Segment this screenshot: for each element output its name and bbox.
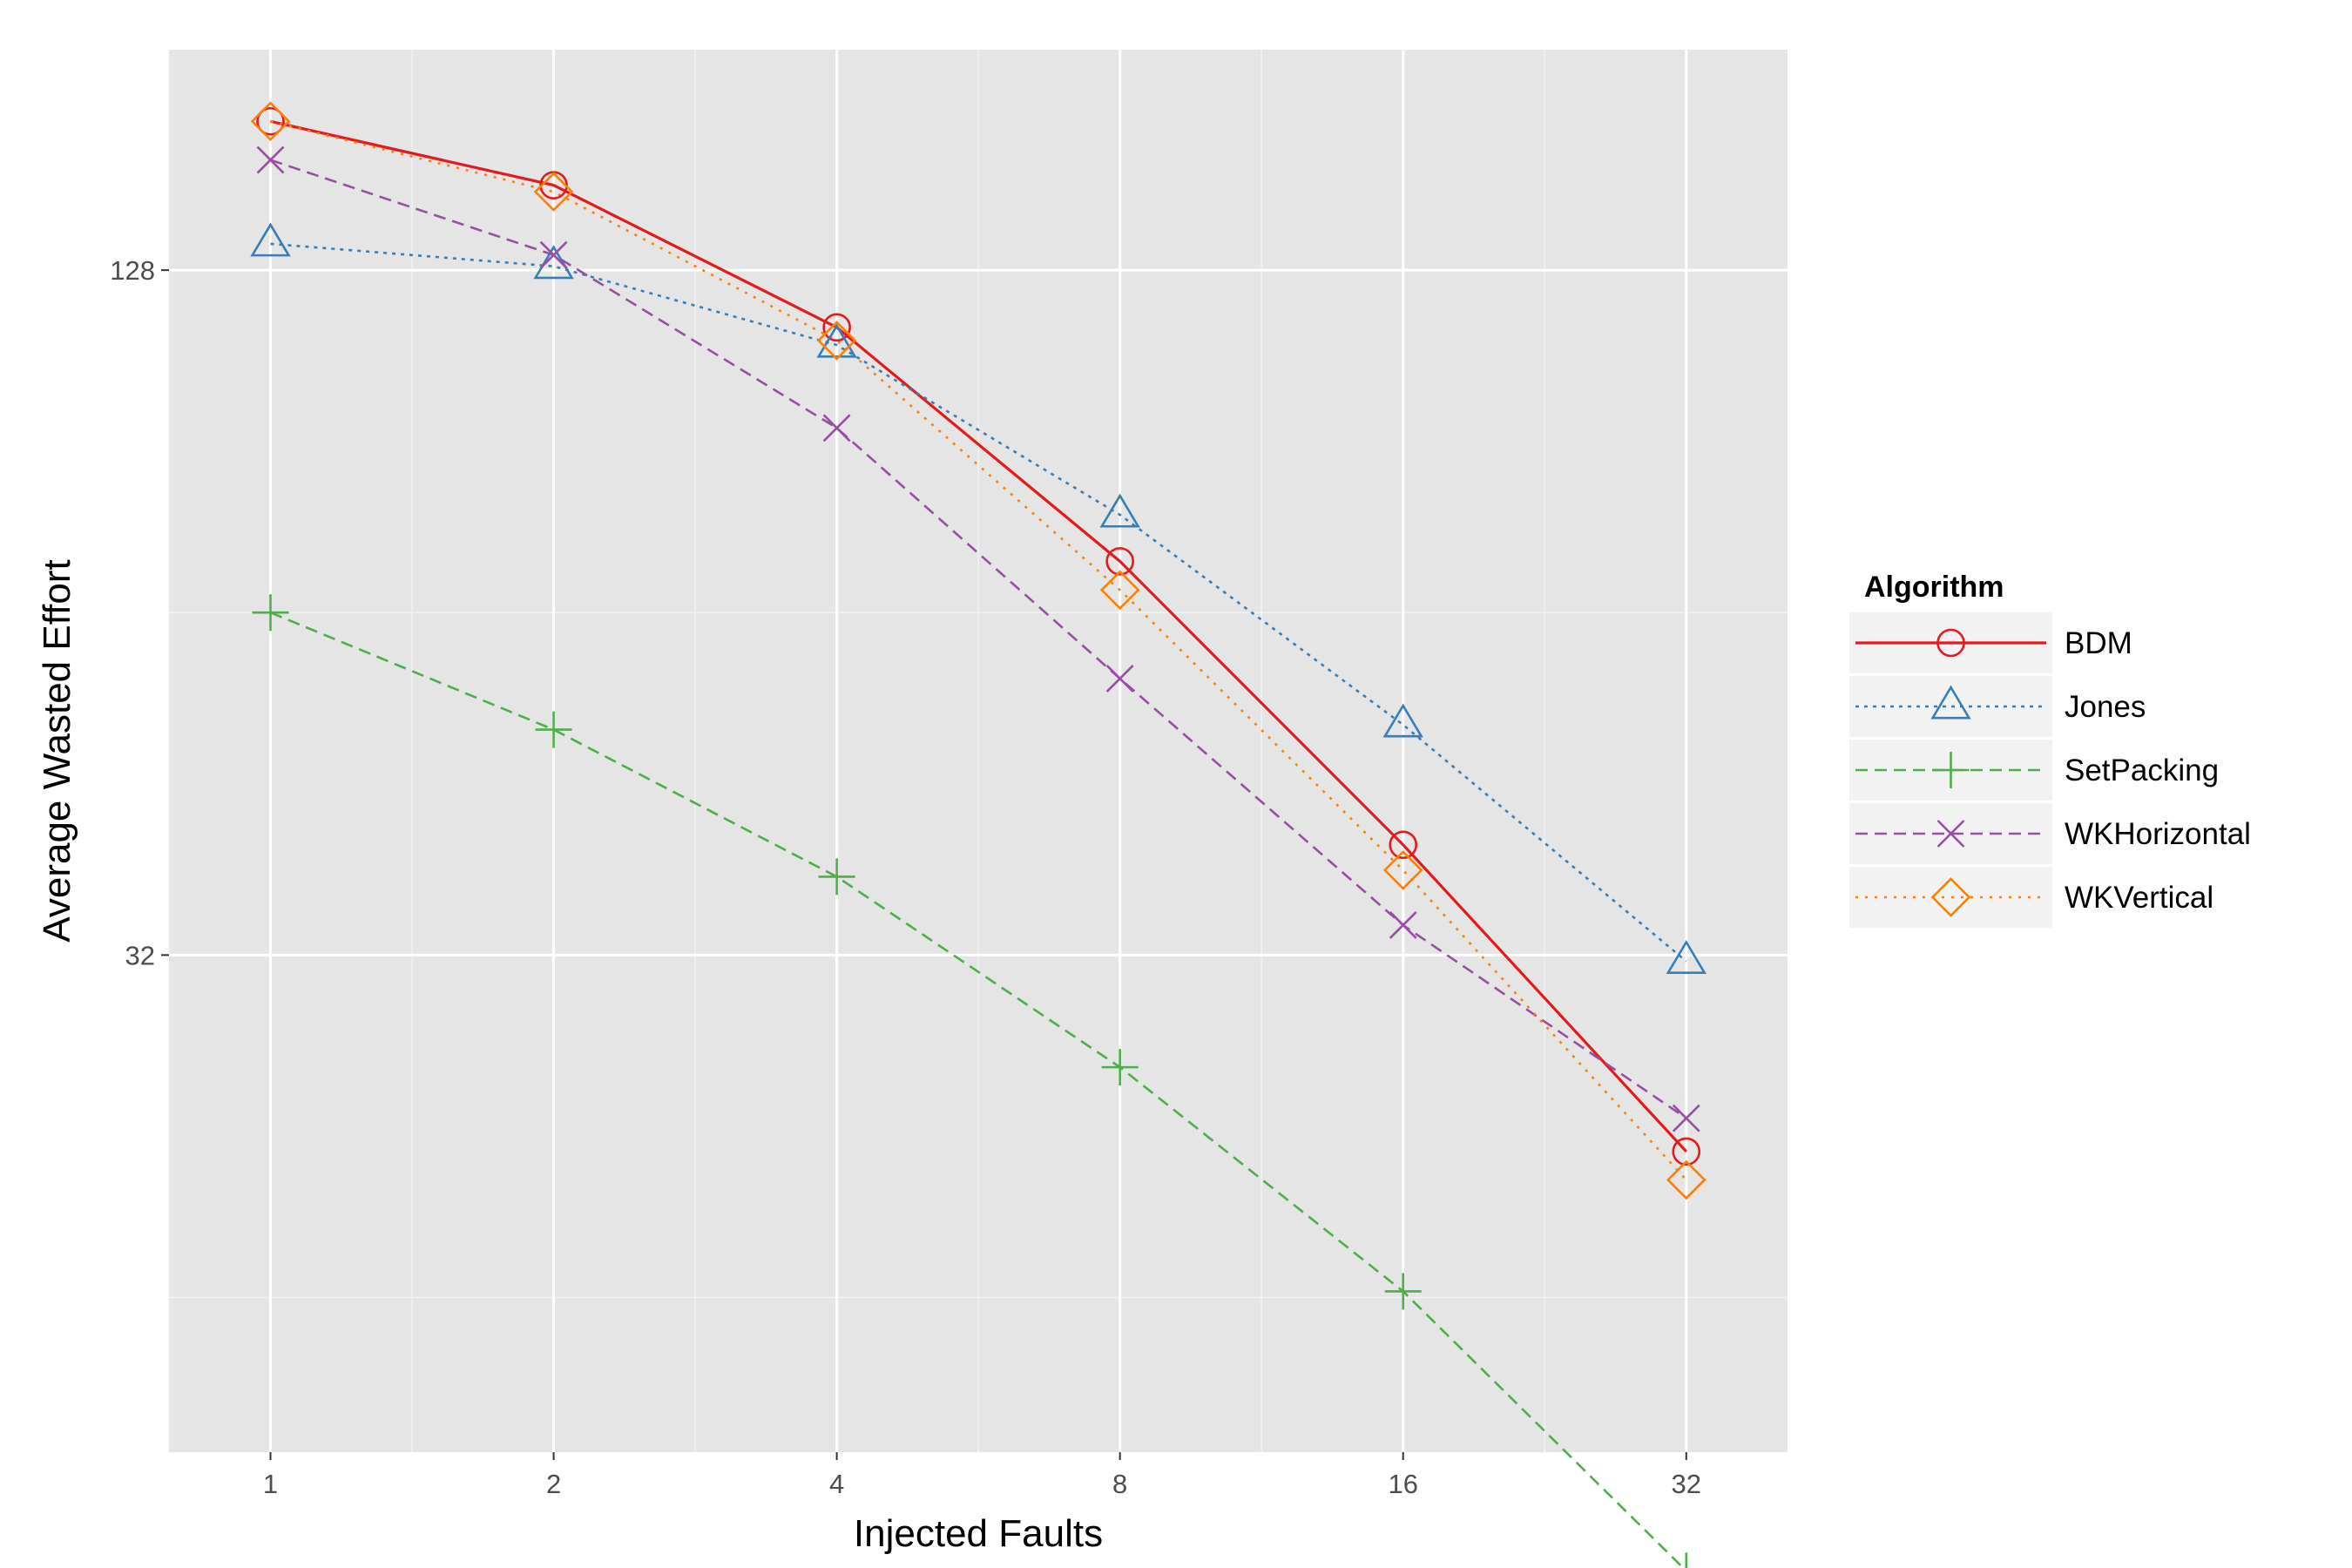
x-tick-label: 2: [546, 1469, 561, 1499]
data-point-setpacking: [1384, 1273, 1422, 1310]
y-tick-label: 32: [125, 940, 155, 970]
legend-key-marker: [1930, 685, 1971, 720]
data-point-wkhorizontal: [1672, 1104, 1700, 1132]
legend-key-marker: [1936, 628, 1965, 658]
legend-key-background: [1849, 867, 2052, 928]
data-point-wkvertical: [1666, 1159, 1707, 1200]
series-markers: [250, 101, 1707, 1568]
data-point-jones: [1099, 493, 1140, 528]
series-lines: [270, 119, 1687, 1568]
data-point-jones: [1382, 703, 1423, 738]
legend-label: SetPacking: [2065, 754, 2219, 787]
legend-key-marker: [1932, 752, 1970, 788]
data-point-wkhorizontal: [822, 414, 851, 443]
legend-label: BDM: [2065, 626, 2132, 660]
data-point-wkvertical: [816, 321, 857, 361]
data-point-bdm: [1105, 547, 1134, 576]
minor-gridlines: [169, 50, 1788, 1452]
data-point-jones: [816, 323, 857, 358]
data-point-setpacking: [1101, 1049, 1139, 1086]
x-axis-title: Injected Faults: [854, 1512, 1103, 1555]
data-point-wkhorizontal: [539, 240, 568, 269]
data-point-wkvertical: [250, 101, 291, 142]
x-tick-label: 4: [829, 1469, 844, 1499]
x-tick-label: 16: [1388, 1469, 1417, 1499]
legend-item-wkvertical: WKVertical: [1849, 867, 2213, 928]
data-point-wkhorizontal: [1105, 665, 1134, 693]
legend-title: Algorithm: [1864, 571, 2004, 604]
data-point-bdm: [1672, 1137, 1701, 1166]
data-point-setpacking: [252, 594, 289, 632]
data-point-jones: [250, 222, 291, 257]
series-line-jones: [270, 242, 1687, 963]
legend: Algorithm BDM Jones SetPacking WKHorizontal…: [1849, 571, 2251, 928]
series-line-setpacking: [270, 611, 1686, 1568]
series-line-wkvertical: [270, 120, 1687, 1181]
data-point-wkvertical: [533, 172, 574, 212]
y-tick-label: 128: [110, 255, 155, 286]
data-point-setpacking: [1685, 1552, 1688, 1568]
y-axis-title: Average Wasted Effort: [36, 559, 78, 942]
series-line-bdm: [270, 119, 1687, 1152]
legend-label: Jones: [2065, 690, 2146, 724]
data-point-setpacking: [535, 711, 572, 748]
data-point-wkvertical: [1099, 570, 1140, 611]
legend-label: WKVertical: [2065, 881, 2213, 915]
data-point-bdm: [822, 313, 851, 342]
x-axis: 1 2 4 8 16 32: [263, 1452, 1701, 1499]
data-point-wkvertical: [1382, 850, 1423, 890]
legend-item-bdm: BDM: [1849, 612, 2132, 673]
y-axis: 32 128: [110, 255, 169, 970]
legend-item-setpacking: SetPacking: [1849, 740, 2219, 801]
x-tick-label: 32: [1672, 1469, 1701, 1499]
data-point-jones: [1666, 939, 1707, 974]
legend-key-marker: [1930, 877, 1971, 917]
data-point-bdm: [256, 106, 285, 136]
series-line-wkhorizontal: [270, 159, 1687, 1119]
x-tick-label: 1: [263, 1469, 278, 1499]
data-point-wkhorizontal: [1389, 911, 1417, 939]
legend-item-jones: Jones: [1849, 676, 2146, 737]
legend-label: WKHorizontal: [2065, 817, 2251, 851]
data-point-bdm: [1389, 830, 1418, 860]
legend-item-wkhorizontal: WKHorizontal: [1849, 803, 2251, 864]
x-tick-label: 8: [1112, 1469, 1127, 1499]
major-gridlines: [169, 50, 1788, 1452]
data-point-setpacking: [818, 858, 855, 896]
data-point-wkhorizontal: [256, 145, 285, 174]
legend-key-marker: [1936, 820, 1965, 848]
